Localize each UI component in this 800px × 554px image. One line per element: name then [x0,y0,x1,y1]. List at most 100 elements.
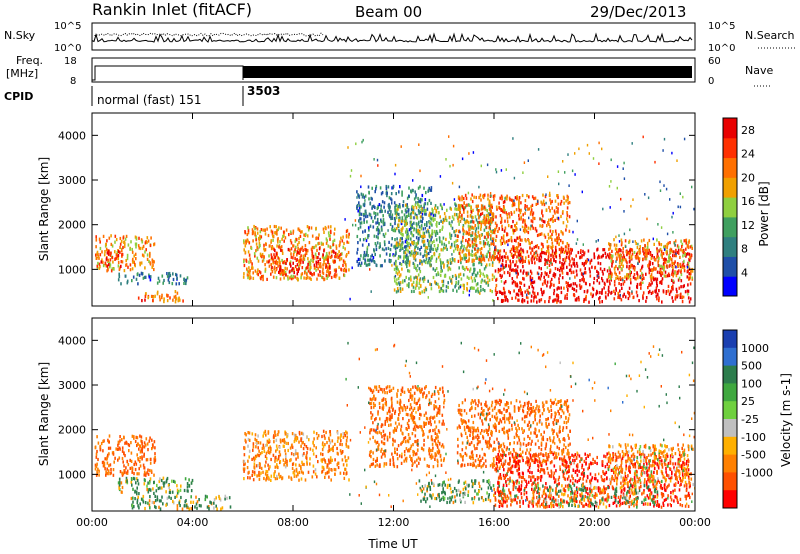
heatmap-cell [419,185,421,189]
heatmap-cell [293,452,296,456]
heatmap-cell [517,251,520,255]
heatmap-cell [506,220,509,224]
heatmap-cell [458,203,460,208]
heatmap-cell [172,499,174,504]
heatmap-cell [424,249,426,253]
heatmap-cell [518,213,520,218]
heatmap-cell [426,252,428,256]
heatmap-cell [494,269,497,273]
heatmap-cell [440,269,442,274]
heatmap-cell [419,215,422,219]
heatmap-cell [362,238,365,242]
heatmap-cell [411,252,413,256]
heatmap-cell [277,256,279,260]
heatmap-cell [254,456,257,460]
heatmap-cell [418,387,421,391]
heatmap-cell [284,452,287,456]
heatmap-cell [251,473,253,477]
heatmap-cell [539,277,542,281]
heatmap-cell [301,462,304,466]
heatmap-cell [485,263,488,267]
heatmap-cell [521,225,524,229]
heatmap-cell [289,262,291,266]
heatmap-cell [119,250,121,254]
heatmap-cell [666,246,668,250]
heatmap-cell [631,291,633,295]
heatmap-cell [158,295,161,299]
freq-frame [91,57,696,83]
heatmap-cell [104,467,106,471]
heatmap-cell [324,436,326,440]
heatmap-cell [346,435,348,439]
heatmap-cell [681,242,684,246]
heatmap-cell [608,185,611,188]
heatmap-cell [622,250,624,254]
heatmap-cell [395,428,398,432]
heatmap-cell [630,270,632,275]
heatmap-cell [360,192,363,196]
heatmap-cell [333,250,335,254]
heatmap-cell [397,268,399,272]
heatmap-cell [145,437,148,441]
heatmap-cell [494,289,497,293]
heatmap-cell [413,276,415,280]
heatmap-cell [394,163,397,167]
heatmap-cell [675,294,677,298]
heatmap-cell [647,291,650,295]
heatmap-cell [258,449,260,453]
heatmap-cell [264,232,267,236]
heatmap-cell [266,473,269,478]
heatmap-cell [530,299,532,303]
heatmap-cell [283,239,285,243]
heatmap-cell [515,282,517,286]
heatmap-cell [546,284,548,288]
heatmap-cell [300,477,303,481]
heatmap-cell [438,254,441,258]
heatmap-cell [265,433,267,437]
heatmap-cell [343,269,346,273]
heatmap-cell [401,267,403,271]
heatmap-cell [640,276,643,280]
heatmap-cell [490,219,493,223]
heatmap-cell [434,280,436,284]
heatmap-cell [176,276,178,280]
heatmap-cell [562,266,565,270]
heatmap-cell [138,447,140,451]
heatmap-cell [142,494,145,499]
heatmap-cell [442,236,445,240]
heatmap-cell [431,229,433,233]
heatmap-cell [412,415,414,419]
heatmap-cell [292,471,295,475]
heatmap-cell [533,251,536,255]
heatmap-cell [375,228,378,232]
heatmap-cell [507,257,509,261]
heatmap-cell [630,254,633,258]
heatmap-cell [414,286,417,290]
heatmap-cell [396,452,398,456]
heatmap-cell [263,247,265,251]
heatmap-cell [438,285,440,289]
heatmap-cell [278,475,281,479]
heatmap-cell [373,234,376,238]
heatmap-cell [391,237,393,241]
heatmap-cell [294,239,297,243]
heatmap-cell [146,488,148,492]
heatmap-cell [649,274,652,279]
heatmap-cell [272,234,274,238]
heatmap-cell [515,271,517,275]
heatmap-cell [518,256,520,260]
heatmap-cell [488,263,491,267]
heatmap-cell [297,269,299,273]
heatmap-cell [615,235,617,239]
heatmap-cell [131,477,133,481]
heatmap-cell [421,220,423,224]
heatmap-cell [516,284,519,288]
heatmap-cell [115,238,118,242]
heatmap-cell [146,458,149,462]
heatmap-cell [464,257,466,261]
heatmap-cell [363,214,365,218]
heatmap-cell [536,233,539,238]
heatmap-cell [427,242,430,246]
heatmap-cell [651,281,653,285]
heatmap-cell [395,213,398,217]
